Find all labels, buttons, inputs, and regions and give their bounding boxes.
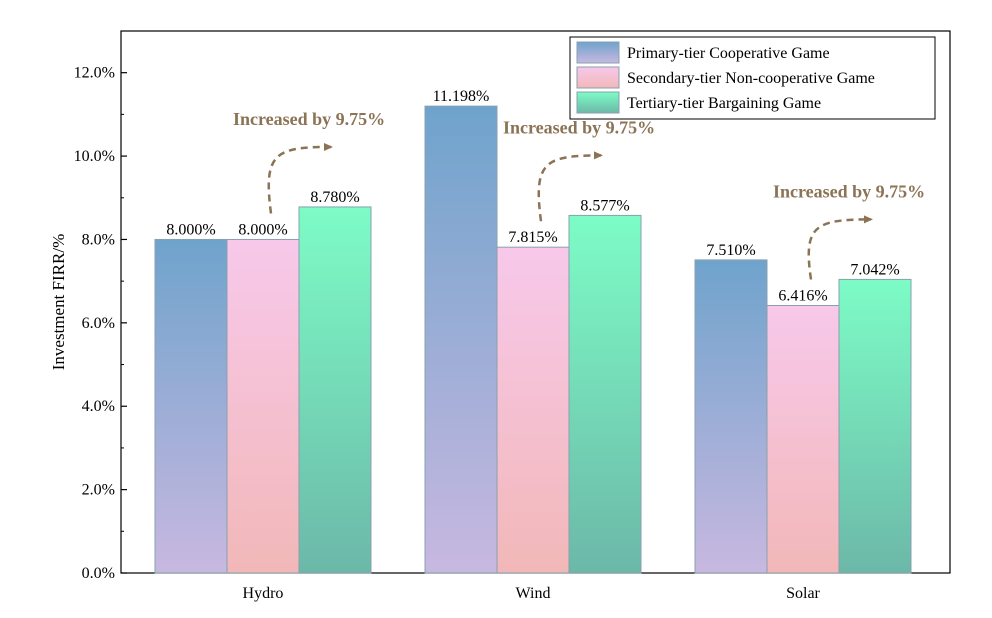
legend-label: Primary-tier Cooperative Game: [627, 45, 830, 62]
x-tick-label: Solar: [786, 585, 820, 602]
y-tick-label: 12.0%: [74, 65, 115, 82]
y-axis: 0.0% 2.0% 4.0% 6.0% 8.0% 10.0% 12.0%: [74, 65, 127, 582]
data-label: 11.198%: [433, 88, 490, 105]
data-label: 6.416%: [778, 288, 827, 305]
legend-swatch: [576, 91, 620, 114]
data-label: 8.000%: [238, 221, 287, 238]
increase-arrow: [267, 142, 333, 214]
bars: [154, 105, 912, 574]
x-tick-label: Wind: [516, 585, 551, 602]
data-label: 8.577%: [580, 197, 629, 214]
increase-annotation: Increased by 9.75%: [503, 117, 655, 137]
increase-arrow: [537, 151, 603, 222]
y-tick-label: 0.0%: [82, 565, 115, 582]
x-axis: Hydro Wind Solar: [243, 567, 821, 602]
bar: [226, 238, 300, 574]
bar: [838, 278, 912, 574]
legend-frame: [569, 36, 936, 120]
bar: [496, 246, 570, 574]
bar: [154, 238, 228, 574]
bar: [568, 214, 642, 574]
y-tick-label: 2.0%: [82, 482, 115, 499]
data-label: 7.042%: [850, 261, 899, 278]
increase-arrow: [807, 215, 873, 280]
annotations: Increased by 9.75% Increased by 9.75% Incr…: [233, 109, 925, 280]
legend-swatch: [576, 41, 620, 64]
data-label: 7.815%: [508, 229, 557, 246]
bar: [424, 105, 498, 574]
data-label: 8.780%: [310, 189, 359, 206]
y-axis-title: Investment FIRR/%: [49, 234, 68, 370]
bar: [298, 206, 372, 574]
legend-label: Tertiary-tier Bargaining Game: [627, 95, 821, 112]
data-labels: 8.000% 8.000% 8.780% 11.198% 7.815% 8.577% 7.5…: [166, 88, 899, 304]
data-label: 8.000%: [166, 221, 215, 238]
bar: [766, 305, 840, 574]
legend-swatch: [576, 66, 620, 89]
increase-annotation: Increased by 9.75%: [773, 181, 925, 201]
y-tick-label: 4.0%: [82, 398, 115, 415]
increase-annotation: Increased by 9.75%: [233, 109, 385, 129]
bar: [694, 259, 768, 574]
data-label: 7.510%: [706, 242, 755, 259]
y-tick-label: 8.0%: [82, 231, 115, 248]
y-tick-label: 10.0%: [74, 148, 115, 165]
y-tick-label: 6.0%: [82, 315, 115, 332]
legend-label: Secondary-tier Non-cooperative Game: [627, 70, 875, 87]
legend: Primary-tier Cooperative Game Secondary-t…: [569, 36, 936, 120]
x-tick-label: Hydro: [243, 585, 284, 602]
